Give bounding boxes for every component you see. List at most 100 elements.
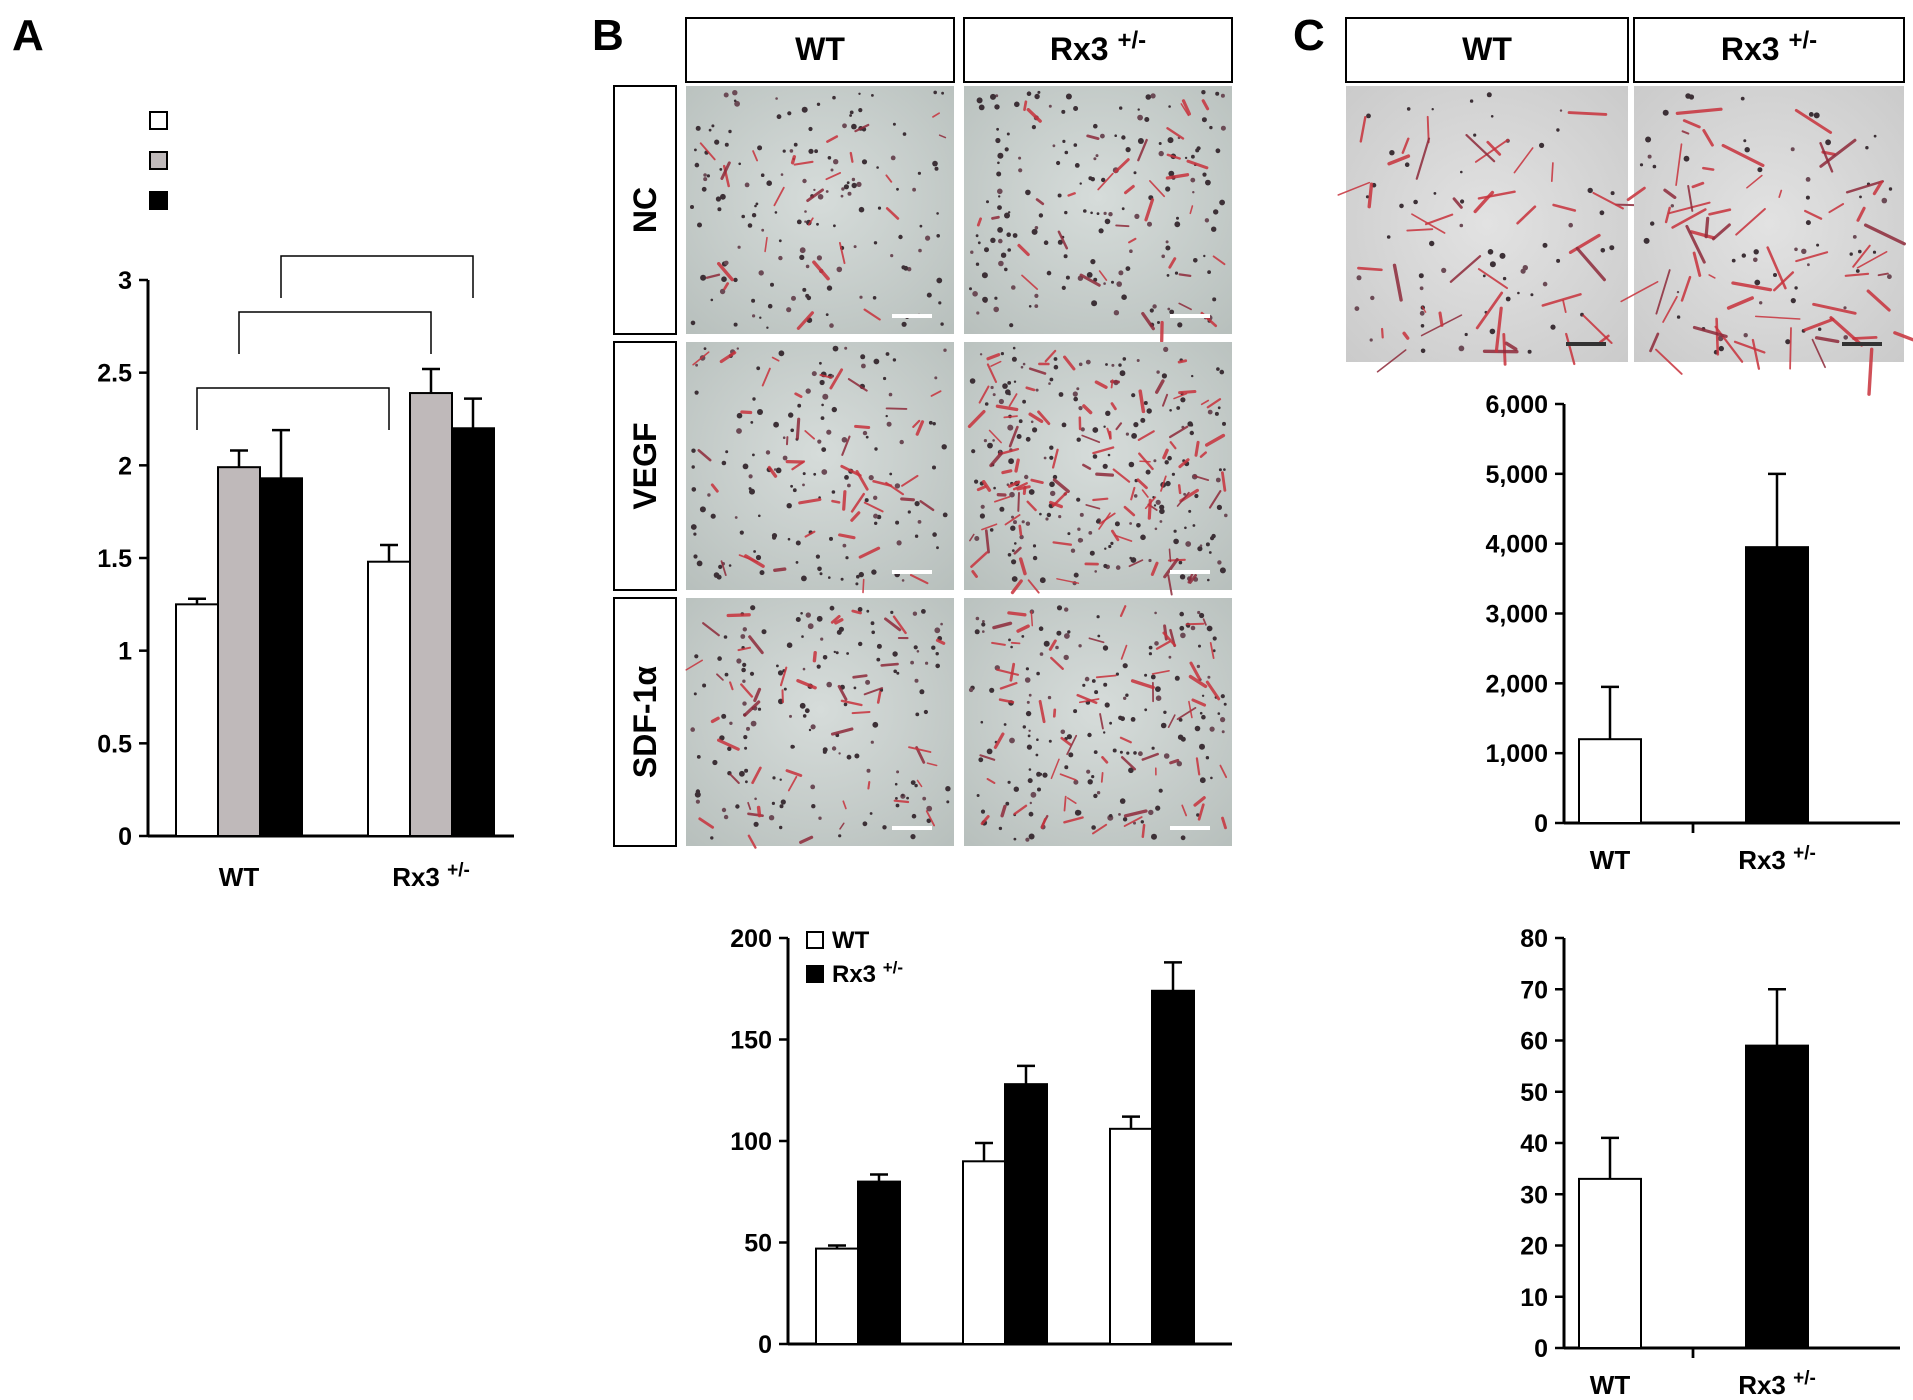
cell-dot: [694, 162, 700, 168]
cell-dot: [1530, 293, 1534, 297]
cell-dot: [860, 354, 866, 360]
cell-dot: [873, 513, 879, 519]
stained-cell: [1452, 197, 1463, 209]
cell-dot: [1198, 644, 1201, 648]
cell-dot: [1043, 240, 1049, 245]
cell-dot: [721, 276, 727, 283]
cell-dot: [918, 248, 922, 253]
cell-dot: [941, 91, 944, 95]
stained-cell: [1094, 380, 1108, 389]
micrograph-grid-b: WT Rx3 +/- NC VEGF SDF-1α: [613, 17, 1233, 849]
stained-cell: [729, 681, 734, 691]
stained-cell: [876, 690, 882, 704]
cell-dot: [1356, 275, 1362, 281]
cell-dot: [932, 465, 936, 470]
cell-dot: [1091, 775, 1095, 779]
cell-dot: [701, 186, 707, 192]
cell-dot: [1177, 322, 1183, 328]
stained-cell: [740, 683, 754, 698]
cell-dot: [858, 641, 863, 647]
cell-dot: [805, 612, 811, 618]
cell-dot: [1004, 212, 1010, 219]
cell-dot: [1133, 494, 1138, 498]
cell-dot: [753, 821, 759, 827]
cell-dot: [846, 754, 852, 760]
cell-dot: [1165, 240, 1169, 244]
cell-dot: [912, 187, 916, 192]
cell-dot: [1022, 399, 1026, 404]
chart-a-y-tick-label: 1.5: [97, 545, 132, 573]
stained-cell: [716, 673, 724, 681]
chart-a-y-tick-label: 1: [118, 638, 132, 666]
stained-cell: [1173, 392, 1188, 400]
cell-dot: [710, 836, 714, 840]
cell-dot: [1037, 90, 1041, 94]
cell-dot: [710, 513, 716, 519]
stained-cell: [981, 523, 998, 531]
cell-dot: [727, 746, 732, 751]
cell-dot: [752, 314, 756, 318]
cell-dot: [1197, 610, 1201, 615]
stained-cell: [1044, 349, 1057, 363]
stained-cell: [1751, 338, 1761, 370]
cell-dot: [793, 142, 798, 147]
cell-dot: [753, 550, 756, 553]
cell-dot: [1161, 254, 1165, 259]
cell-dot: [787, 537, 791, 541]
cell-dot: [844, 475, 849, 480]
stained-cell: [834, 618, 844, 625]
scale-bar: [892, 570, 932, 574]
cell-dot: [1133, 422, 1139, 428]
cell-dot: [699, 506, 706, 513]
cell-dot: [733, 99, 737, 103]
cell-dot: [1122, 817, 1128, 822]
cell-dot: [1114, 521, 1120, 527]
cell-dot: [805, 293, 810, 298]
cell-dot: [1754, 279, 1761, 286]
stained-cell: [1649, 332, 1660, 353]
cell-dot: [821, 447, 827, 452]
stained-cell: [1392, 263, 1403, 302]
cell-dot: [925, 661, 929, 665]
panel-label-c: C: [1293, 11, 1325, 60]
cell-dot: [1167, 307, 1171, 311]
cell-dot: [1464, 332, 1468, 337]
stained-cell: [1155, 640, 1171, 650]
cell-dot: [1153, 459, 1157, 463]
cell-dot: [1067, 532, 1071, 536]
panel-label-a: A: [12, 11, 44, 60]
stained-cell: [1721, 143, 1765, 167]
chart-a-bar: [409, 392, 453, 837]
stained-cell: [986, 353, 1001, 361]
cell-dot: [1517, 291, 1520, 295]
cell-dot: [923, 709, 929, 715]
scale-bar: [1170, 826, 1210, 830]
cell-dot: [940, 322, 944, 326]
cell-dot: [734, 516, 738, 519]
cell-dot: [1046, 512, 1052, 518]
cell-dot: [1489, 328, 1496, 335]
cell-dot: [1012, 233, 1018, 238]
cell-dot: [1843, 306, 1847, 310]
cell-dot: [1103, 425, 1106, 428]
stained-cell: [1052, 541, 1073, 546]
cell-dot: [1093, 750, 1098, 754]
cell-dot: [1121, 207, 1125, 211]
cell-dot: [943, 348, 947, 352]
stained-cell: [930, 390, 942, 397]
scale-bar: [892, 826, 932, 830]
cell-dot: [741, 214, 745, 219]
cell-dot: [1137, 114, 1143, 121]
stained-cell: [1438, 311, 1444, 327]
cell-dot: [819, 379, 825, 386]
cell-dot: [828, 576, 831, 579]
cell-dot: [1095, 154, 1099, 158]
stained-cell: [988, 429, 1002, 444]
stained-cell: [1194, 440, 1200, 457]
stained-cell: [838, 533, 856, 540]
scale-bar: [892, 314, 932, 318]
row-header-nc: NC: [627, 187, 663, 233]
micrograph-tube-rx3: [1620, 86, 1913, 396]
stained-cell: [1167, 714, 1176, 729]
cell-dot: [998, 238, 1003, 244]
